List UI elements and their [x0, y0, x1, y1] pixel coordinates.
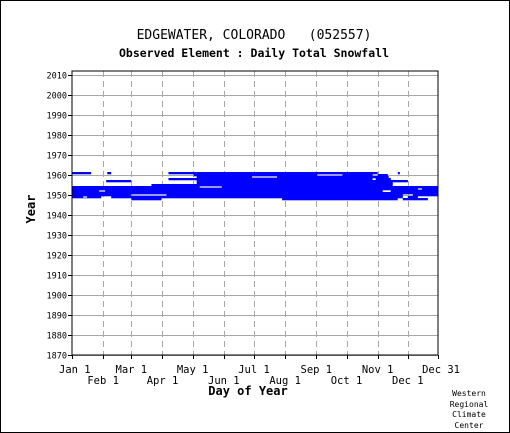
observation-bar	[131, 194, 403, 197]
x-tick-label: Feb 1	[87, 375, 119, 387]
y-axis-ticks: 1870 1880 1890 1900 1910 1920 1930 1940 1950 1960…	[47, 72, 72, 362]
observation-bar	[72, 190, 383, 193]
y-axis-label: Year	[24, 195, 38, 224]
observation-bar	[397, 172, 400, 175]
y-tick-label: 1940	[47, 212, 67, 222]
observation-bar	[72, 192, 438, 195]
x-tick-label: Apr 1	[147, 375, 179, 387]
y-tick-label: 1880	[47, 332, 67, 342]
observation-bar	[107, 172, 112, 175]
observation-bar	[72, 172, 92, 175]
observation-bar	[151, 184, 393, 187]
missing-data-gap	[99, 190, 106, 192]
x-tick-label: Aug 1	[269, 375, 301, 387]
y-tick-label: 1930	[47, 232, 67, 242]
missing-data-gap	[131, 194, 167, 196]
x-tick-label: Dec 1	[392, 375, 424, 387]
x-tick-label: Jul 1	[238, 364, 270, 376]
y-tick-label: 1890	[47, 312, 67, 322]
observation-bar	[196, 180, 408, 183]
observation-bar	[412, 194, 438, 197]
chart-subtitle: Observed Element : Daily Total Snowfall	[119, 46, 389, 60]
x-axis-ticks: Jan 1 Mar 1 May 1 Jul 1 Sep 1 Nov 1 Dec 31 Feb …	[59, 355, 460, 387]
y-tick-label: 1960	[47, 172, 67, 182]
observation-bar	[72, 186, 438, 189]
credit-line: Western	[452, 389, 486, 398]
x-tick-label: Dec 31	[422, 364, 460, 376]
y-tick-label: 1990	[47, 112, 67, 122]
wrcc-credit: Western Regional Climate Center	[439, 389, 499, 431]
observation-bar	[168, 178, 373, 181]
y-tick-label: 1920	[47, 252, 67, 262]
observation-bar	[407, 196, 418, 199]
credit-line: Center	[454, 420, 484, 430]
observation-bar	[72, 194, 132, 197]
y-tick-label: 1900	[47, 292, 67, 302]
observation-marks	[72, 172, 438, 201]
y-tick-label: 2010	[47, 72, 67, 82]
observation-bar	[111, 196, 403, 199]
missing-data-gap	[199, 186, 222, 188]
x-tick-label: Jun 1	[208, 375, 240, 387]
missing-data-gap	[417, 188, 422, 190]
observation-bar	[196, 172, 378, 175]
y-tick-label: 1870	[47, 352, 67, 362]
y-tick-label: 1910	[47, 272, 67, 282]
y-tick-label: 1950	[47, 192, 67, 202]
observation-bar	[193, 174, 373, 177]
observation-bar	[390, 190, 438, 193]
missing-data-gap	[83, 196, 88, 198]
observation-bar	[168, 172, 197, 175]
observation-bar	[375, 178, 391, 181]
y-tick-label: 1980	[47, 132, 67, 142]
missing-data-gap	[252, 176, 278, 178]
credit-line: Regional	[449, 399, 489, 409]
observation-bar	[131, 198, 162, 201]
x-tick-label: Oct 1	[331, 375, 363, 387]
y-tick-label: 1970	[47, 152, 67, 162]
observation-bar	[106, 180, 132, 183]
observation-bar	[372, 176, 389, 179]
y-tick-label: 2000	[47, 92, 67, 102]
credit-line: Climate	[452, 410, 486, 419]
observation-bar	[282, 198, 398, 201]
x-tick-label: Nov 1	[362, 364, 394, 376]
observation-bar	[196, 182, 393, 185]
observation-bar	[72, 188, 438, 191]
observation-bar	[402, 198, 428, 201]
grid-lines	[72, 71, 438, 356]
missing-data-gap	[317, 174, 343, 176]
chart-title: EDGEWATER, COLORADO (052557)	[137, 28, 372, 43]
x-tick-label: Sep 1	[301, 364, 333, 376]
observation-bar	[196, 176, 373, 179]
x-tick-label: Jan 1	[59, 364, 91, 376]
observation-bar	[377, 174, 388, 177]
x-axis-label: Day of Year	[208, 384, 287, 398]
x-tick-label: May 1	[177, 364, 209, 376]
x-tick-label: Mar 1	[116, 364, 148, 376]
